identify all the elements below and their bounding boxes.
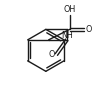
Text: O: O bbox=[85, 25, 92, 34]
Text: O: O bbox=[49, 50, 55, 59]
Text: OH: OH bbox=[64, 4, 76, 14]
Text: NH: NH bbox=[61, 31, 73, 40]
